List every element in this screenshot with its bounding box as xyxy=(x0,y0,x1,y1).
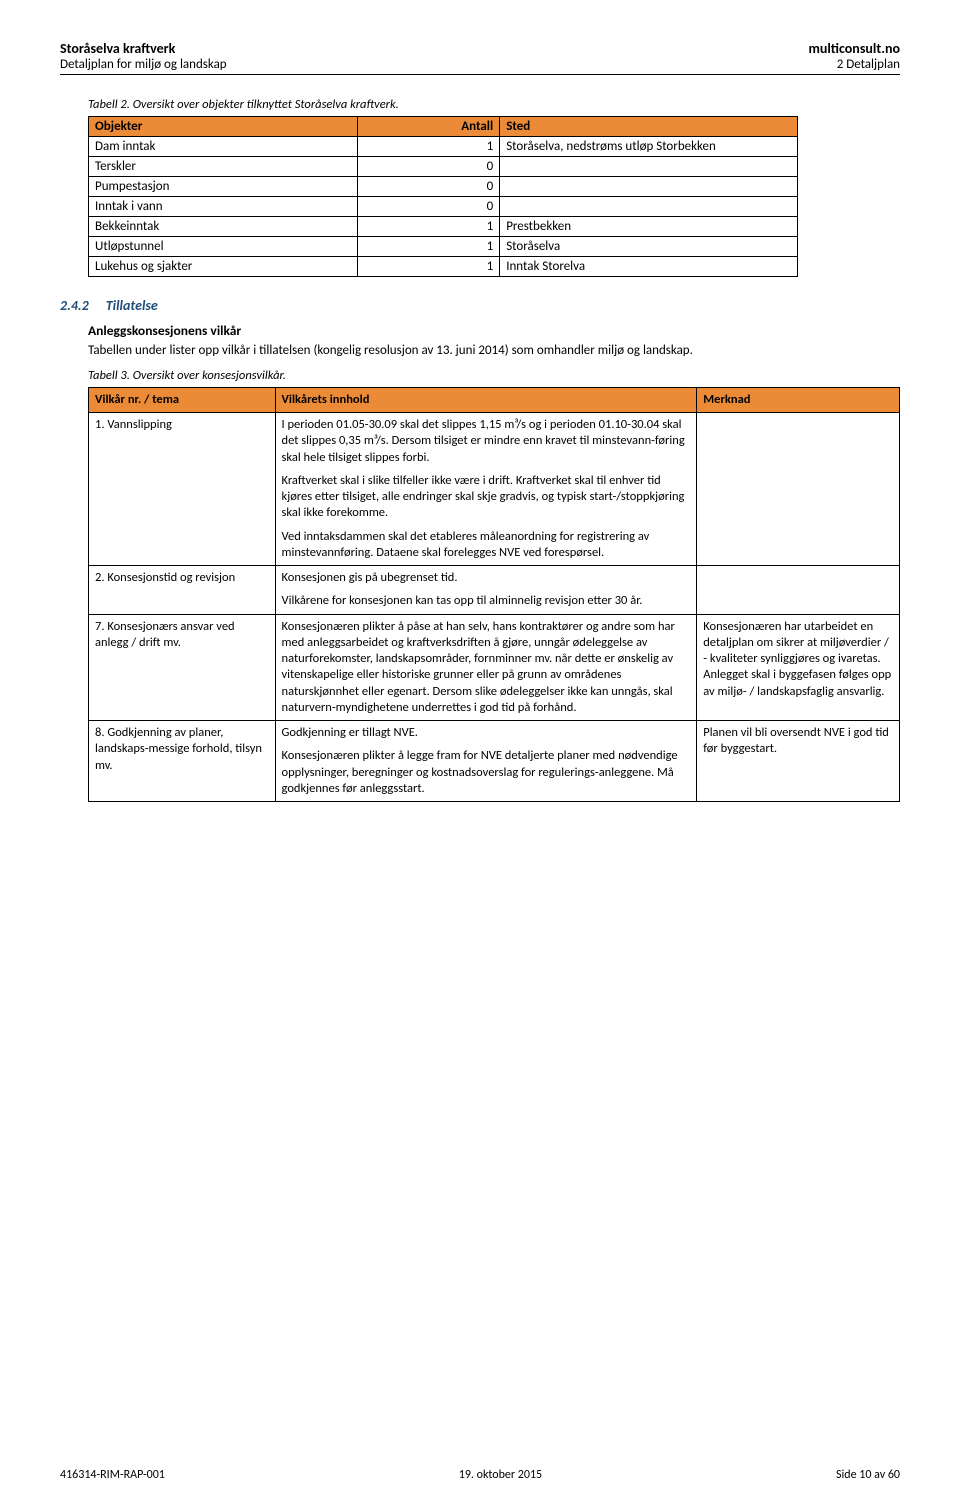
table1-caption: Tabell 2. Oversikt over objekter tilknyt… xyxy=(60,97,900,112)
cell: 0 xyxy=(358,157,500,177)
cell: 2. Konsesjonstid og revisjon xyxy=(89,566,276,615)
table-header-row: Objekter Antall Sted xyxy=(89,117,798,137)
cell: 8. Godkjenning av planer, landskaps-mess… xyxy=(89,721,276,802)
chapter-ref: 2 Detaljplan xyxy=(808,57,900,72)
footer-page: Side 10 av 60 xyxy=(836,1468,900,1482)
paragraph: Godkjenning er tillagt NVE. xyxy=(282,725,691,741)
cell: I perioden 01.05-30.09 skal det slippes … xyxy=(275,413,697,566)
paragraph: Ved inntaksdammen skal det etableres mål… xyxy=(282,529,691,562)
col-header: Objekter xyxy=(89,117,358,137)
cell: 1 xyxy=(358,237,500,257)
cell: 1. Vannslipping xyxy=(89,413,276,566)
paragraph: I perioden 01.05-30.09 skal det slippes … xyxy=(282,417,691,466)
header-right: multiconsult.no 2 Detaljplan xyxy=(808,40,900,72)
cell: Terskler xyxy=(89,157,358,177)
table-row: Pumpestasjon0 xyxy=(89,177,798,197)
table-row: 7. Konsesjonærs ansvar ved anlegg / drif… xyxy=(89,614,900,721)
table2-caption: Tabell 3. Oversikt over konsesjonsvilkår… xyxy=(60,368,900,383)
table-row: 1. VannslippingI perioden 01.05-30.09 sk… xyxy=(89,413,900,566)
page-footer: 416314-RIM-RAP-001 19. oktober 2015 Side… xyxy=(60,1468,900,1482)
col-header: Antall xyxy=(358,117,500,137)
cell: Konsesjonæren plikter å påse at han selv… xyxy=(275,614,697,721)
table-row: Inntak i vann0 xyxy=(89,197,798,217)
table-row: Lukehus og sjakter1Inntak Storelva xyxy=(89,257,798,277)
paragraph: Konsesjonæren plikter å legge fram for N… xyxy=(282,748,691,797)
cell: Planen vil bli oversendt NVE i god tid f… xyxy=(697,721,900,802)
paragraph: Konsesjonen gis på ubegrenset tid. xyxy=(282,570,691,586)
paragraph: Konsesjonæren plikter å påse at han selv… xyxy=(282,619,691,717)
table-row: Dam inntak1Storåselva, nedstrøms utløp S… xyxy=(89,137,798,157)
col-header: Vilkår nr. / tema xyxy=(89,387,276,412)
cell: 0 xyxy=(358,197,500,217)
footer-doc-id: 416314-RIM-RAP-001 xyxy=(60,1468,165,1482)
col-header: Sted xyxy=(500,117,798,137)
company-name: multiconsult.no xyxy=(808,40,900,57)
cell xyxy=(697,413,900,566)
cell: Inntak Storelva xyxy=(500,257,798,277)
cell: 1 xyxy=(358,257,500,277)
cell: Dam inntak xyxy=(89,137,358,157)
cell: Prestbekken xyxy=(500,217,798,237)
cell: Konsesjonæren har utarbeidet en detaljpl… xyxy=(697,614,900,721)
col-header: Vilkårets innhold xyxy=(275,387,697,412)
doc-title: Storåselva kraftverk xyxy=(60,40,227,57)
body-paragraph: Tabellen under lister opp vilkår i tilla… xyxy=(88,343,900,360)
cell: Utløpstunnel xyxy=(89,237,358,257)
section-heading: 2.4.2 Tillatelse xyxy=(60,297,900,314)
cell: Storåselva xyxy=(500,237,798,257)
cell: 1 xyxy=(358,217,500,237)
cell: Storåselva, nedstrøms utløp Storbekken xyxy=(500,137,798,157)
table-row: Bekkeinntak1Prestbekken xyxy=(89,217,798,237)
table-row: 8. Godkjenning av planer, landskaps-mess… xyxy=(89,721,900,802)
header-left: Storåselva kraftverk Detaljplan for milj… xyxy=(60,40,227,72)
cell xyxy=(697,566,900,615)
cell: Bekkeinntak xyxy=(89,217,358,237)
cell: 1 xyxy=(358,137,500,157)
table-row: Terskler0 xyxy=(89,157,798,177)
table-header-row: Vilkår nr. / tema Vilkårets innhold Merk… xyxy=(89,387,900,412)
table-row: Utløpstunnel1Storåselva xyxy=(89,237,798,257)
cell: Pumpestasjon xyxy=(89,177,358,197)
col-header: Merknad xyxy=(697,387,900,412)
cell xyxy=(500,177,798,197)
footer-date: 19. oktober 2015 xyxy=(459,1468,542,1482)
cell: Lukehus og sjakter xyxy=(89,257,358,277)
cell: Godkjenning er tillagt NVE. Konsesjonæren… xyxy=(275,721,697,802)
objects-table: Objekter Antall Sted Dam inntak1Storåsel… xyxy=(88,116,798,277)
cell: 7. Konsesjonærs ansvar ved anlegg / drif… xyxy=(89,614,276,721)
table-row: 2. Konsesjonstid og revisjonKonsesjonen … xyxy=(89,566,900,615)
cell: Inntak i vann xyxy=(89,197,358,217)
cell xyxy=(500,157,798,177)
doc-subtitle: Detaljplan for miljø og landskap xyxy=(60,57,227,72)
subsection-heading: Anleggskonsesjonens vilkår xyxy=(88,322,900,339)
section-title: Tillatelse xyxy=(106,297,158,314)
cell: 0 xyxy=(358,177,500,197)
cell xyxy=(500,197,798,217)
section-number: 2.4.2 xyxy=(60,297,89,314)
page-header: Storåselva kraftverk Detaljplan for milj… xyxy=(60,40,900,75)
paragraph: Vilkårene for konsesjonen kan tas opp ti… xyxy=(282,593,691,609)
paragraph: Kraftverket skal i slike tilfeller ikke … xyxy=(282,473,691,522)
conditions-table: Vilkår nr. / tema Vilkårets innhold Merk… xyxy=(88,387,900,802)
cell: Konsesjonen gis på ubegrenset tid. Vilkår… xyxy=(275,566,697,615)
